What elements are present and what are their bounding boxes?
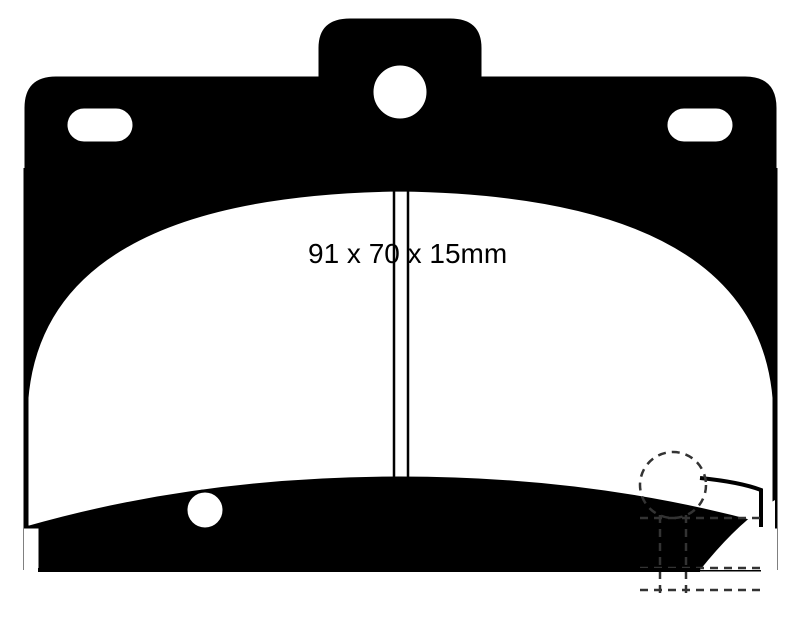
left-bottom-notch [24, 527, 40, 572]
right-slot-overlay [666, 107, 734, 143]
brake-pad-diagram: 91 x 70 x 15mm [0, 0, 800, 622]
dimension-label: 91 x 70 x 15mm [308, 238, 507, 270]
top-center-hole-overlay [372, 64, 428, 120]
top-curve-fill [26, 168, 775, 420]
left-slot-overlay [66, 107, 134, 143]
bottom-solid-band [26, 478, 775, 570]
brake-pad-svg [0, 0, 800, 622]
bottom-left-hole [186, 491, 224, 529]
